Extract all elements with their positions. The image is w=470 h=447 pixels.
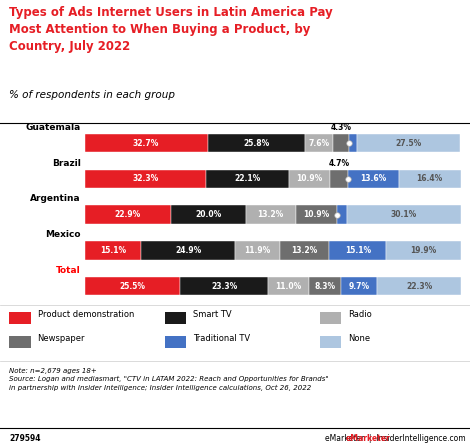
Bar xyxy=(85,134,208,152)
Text: 15.1%: 15.1% xyxy=(100,246,126,255)
Text: Product demonstration: Product demonstration xyxy=(38,310,134,319)
Text: 27.5%: 27.5% xyxy=(395,139,422,148)
Text: 22.1%: 22.1% xyxy=(235,174,261,183)
Bar xyxy=(329,241,386,260)
Bar xyxy=(399,169,461,188)
Bar xyxy=(357,134,460,152)
Text: eMarketer: eMarketer xyxy=(345,434,390,443)
Text: Brazil: Brazil xyxy=(52,159,81,168)
Bar xyxy=(296,205,337,224)
Text: 10.9%: 10.9% xyxy=(297,174,323,183)
Bar xyxy=(246,205,296,224)
Bar xyxy=(164,336,186,348)
Text: 8.3%: 8.3% xyxy=(314,282,336,291)
Bar xyxy=(85,277,180,295)
Bar xyxy=(9,336,31,348)
Text: 4.7%: 4.7% xyxy=(329,159,350,168)
Bar xyxy=(280,241,329,260)
Bar xyxy=(347,205,461,224)
Text: 279594: 279594 xyxy=(9,434,41,443)
Text: eMarketer  |  InsiderIntelligence.com: eMarketer | InsiderIntelligence.com xyxy=(325,434,465,443)
Text: Radio: Radio xyxy=(348,310,372,319)
Text: % of respondents in each group: % of respondents in each group xyxy=(9,90,175,100)
Bar xyxy=(235,241,280,260)
Text: 20.0%: 20.0% xyxy=(195,210,221,219)
Text: Newspaper: Newspaper xyxy=(38,334,85,343)
Text: None: None xyxy=(348,334,370,343)
Text: 22.3%: 22.3% xyxy=(406,282,432,291)
Text: 25.8%: 25.8% xyxy=(243,139,269,148)
Bar xyxy=(348,169,399,188)
Text: Types of Ads Internet Users in Latin America Pay
Most Attention to When Buying a: Types of Ads Internet Users in Latin Ame… xyxy=(9,6,333,53)
Text: Note: n=2,679 ages 18+
Source: Logan and mediasmart, "CTV in LATAM 2022: Reach a: Note: n=2,679 ages 18+ Source: Logan and… xyxy=(9,367,329,391)
Text: 16.4%: 16.4% xyxy=(416,174,443,183)
Text: Traditional TV: Traditional TV xyxy=(193,334,250,343)
Bar xyxy=(268,277,309,295)
Bar xyxy=(85,169,206,188)
Text: Guatemala: Guatemala xyxy=(25,123,81,132)
Bar xyxy=(337,205,347,224)
Bar xyxy=(206,169,289,188)
Bar xyxy=(208,134,305,152)
Text: 32.7%: 32.7% xyxy=(133,139,159,148)
Bar xyxy=(164,312,186,324)
Text: 25.5%: 25.5% xyxy=(119,282,146,291)
Text: 19.9%: 19.9% xyxy=(410,246,437,255)
Bar xyxy=(9,312,31,324)
Text: 9.7%: 9.7% xyxy=(348,282,369,291)
Text: 13.2%: 13.2% xyxy=(258,210,284,219)
Text: 32.3%: 32.3% xyxy=(132,174,158,183)
Bar xyxy=(330,169,348,188)
Text: 11.0%: 11.0% xyxy=(275,282,302,291)
Bar xyxy=(171,205,246,224)
Text: 23.3%: 23.3% xyxy=(211,282,237,291)
Bar xyxy=(180,277,268,295)
Text: 7.6%: 7.6% xyxy=(308,139,329,148)
Bar xyxy=(85,205,171,224)
Text: Smart TV: Smart TV xyxy=(193,310,231,319)
Bar xyxy=(386,241,461,260)
Text: 24.9%: 24.9% xyxy=(175,246,201,255)
Text: 13.6%: 13.6% xyxy=(360,174,386,183)
Text: 22.9%: 22.9% xyxy=(115,210,141,219)
Text: 13.2%: 13.2% xyxy=(291,246,318,255)
Bar xyxy=(309,277,341,295)
Text: Argentina: Argentina xyxy=(30,194,81,203)
Bar xyxy=(377,277,461,295)
Bar xyxy=(349,134,357,152)
Bar xyxy=(305,134,333,152)
Text: 10.9%: 10.9% xyxy=(303,210,329,219)
Bar xyxy=(289,169,330,188)
Bar xyxy=(333,134,349,152)
Text: 30.1%: 30.1% xyxy=(391,210,417,219)
Bar xyxy=(320,312,341,324)
Text: 4.3%: 4.3% xyxy=(331,123,352,132)
Text: Total: Total xyxy=(56,266,81,275)
Bar xyxy=(141,241,235,260)
Text: 11.9%: 11.9% xyxy=(244,246,271,255)
Text: Mexico: Mexico xyxy=(45,230,81,239)
Bar xyxy=(85,241,141,260)
Bar xyxy=(341,277,377,295)
Text: 15.1%: 15.1% xyxy=(345,246,371,255)
Bar xyxy=(320,336,341,348)
